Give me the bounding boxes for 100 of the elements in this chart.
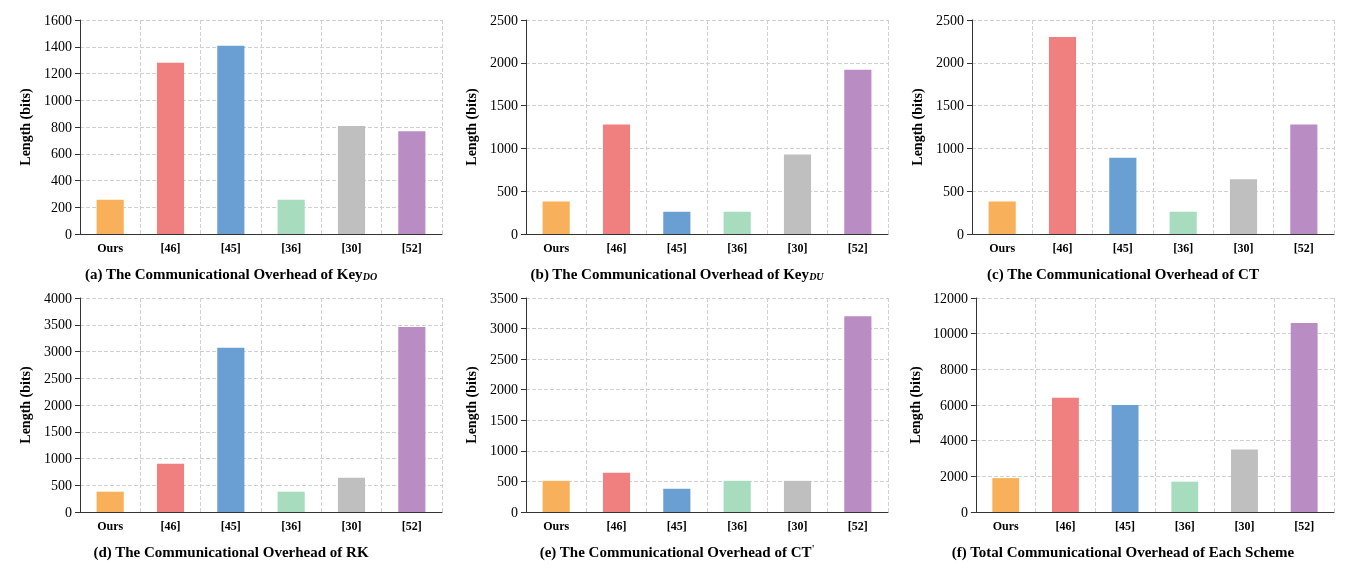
bar: [663, 488, 691, 512]
y-tick-label: 2500: [44, 370, 72, 386]
bar: [992, 478, 1020, 512]
x-tick-label: [45]: [1115, 519, 1136, 533]
bar: [1048, 37, 1077, 234]
y-tick-label: 0: [960, 504, 968, 520]
bar: [96, 199, 124, 234]
x-tick-label: [45]: [220, 241, 241, 255]
x-tick-label: [30]: [787, 241, 808, 255]
y-tick-label: 2000: [490, 382, 518, 398]
x-tick-label: [45]: [666, 241, 687, 255]
bar: [723, 211, 751, 234]
x-tick-label: [45]: [666, 519, 687, 533]
bar: [602, 472, 631, 512]
x-tick-label: Ours: [989, 241, 1016, 255]
x-tick-label: [30]: [341, 241, 362, 255]
x-tick-label: Ours: [543, 519, 570, 533]
text: (f) Total Communicational Overhead of Each Scheme: [951, 543, 1295, 561]
y-tick-label: 1600: [44, 12, 72, 28]
y-tick-label: 500: [943, 183, 964, 199]
bar: [217, 347, 245, 512]
y-tick-label: 10000: [932, 326, 968, 342]
x-tick-label: Ours: [97, 519, 124, 533]
bar: [337, 477, 366, 512]
y-tick-label: 1000: [490, 443, 518, 459]
bar: [783, 154, 812, 234]
x-tick-label: [52]: [847, 241, 868, 255]
y-tick-label: 500: [497, 183, 518, 199]
bar: [96, 491, 124, 512]
x-tick-label: Ours: [97, 241, 124, 255]
x-tick-label: [30]: [341, 519, 362, 533]
y-tick-label: 500: [497, 473, 518, 489]
x-tick-label: [45]: [220, 519, 241, 533]
y-tick-label: 1200: [44, 66, 72, 81]
x-tick-label: [46]: [1055, 519, 1076, 533]
text: (d) The Communicational Overhead of RK: [93, 543, 369, 561]
y-tick-label: 1500: [490, 98, 518, 114]
bar: [1109, 157, 1137, 234]
y-axis-title: Length (bits): [463, 365, 480, 444]
bar: [217, 45, 245, 234]
x-tick-label: [46]: [160, 519, 181, 533]
y-tick-label: 2500: [936, 12, 964, 28]
y-tick-label: 1500: [936, 98, 964, 114]
x-tick-label: [36]: [727, 519, 748, 533]
y-tick-label: 3500: [44, 317, 72, 333]
y-tick-label: 3000: [44, 344, 72, 359]
x-tick-label: Ours: [543, 241, 570, 255]
bar: [542, 201, 570, 234]
bar: [156, 62, 185, 234]
y-tick-label: 1500: [44, 424, 72, 440]
y-tick-label: 800: [51, 119, 72, 135]
y-tick-label: 400: [51, 173, 72, 188]
bar: [277, 199, 305, 234]
y-tick-label: 3000: [490, 321, 518, 337]
y-tick-label: 8000: [939, 361, 968, 377]
x-tick-label: [36]: [1173, 241, 1194, 255]
y-tick-label: 2000: [44, 397, 72, 413]
bar: [1231, 449, 1258, 512]
bar: [337, 125, 366, 234]
y-tick-label: 0: [65, 504, 72, 520]
y-tick-label: 1400: [44, 39, 72, 55]
y-tick-label: 200: [51, 199, 72, 215]
bar: [988, 201, 1016, 234]
x-tick-label: [46]: [606, 241, 627, 255]
x-tick-label: [52]: [401, 519, 422, 533]
y-tick-label: 2000: [936, 55, 964, 71]
bar: [723, 480, 751, 512]
text: (e) The Communicational Overhead of CT': [539, 543, 815, 561]
bar: [1290, 124, 1318, 234]
bar: [277, 491, 305, 512]
bar: [398, 131, 426, 234]
y-axis-title: Length (bits): [909, 87, 926, 166]
y-tick-label: 1000: [490, 140, 518, 156]
bar: [1052, 397, 1079, 512]
bar: [1290, 322, 1318, 512]
y-tick-label: 1000: [936, 140, 964, 156]
y-tick-label: 2500: [490, 351, 518, 367]
y-tick-label: 4000: [44, 290, 72, 306]
bar: [844, 316, 872, 512]
y-tick-label: 0: [65, 226, 72, 242]
y-axis-title: Length (bits): [463, 87, 480, 166]
bar: [1229, 179, 1258, 234]
bar: [602, 124, 631, 234]
x-tick-label: Ours: [992, 519, 1020, 533]
y-axis-title: Length (bits): [907, 365, 924, 444]
y-tick-label: 1500: [490, 412, 518, 428]
bar: [1169, 211, 1197, 234]
y-axis-title: Length (bits): [17, 365, 34, 444]
bar: [542, 480, 570, 512]
x-tick-label: [45]: [1112, 241, 1133, 255]
x-tick-label: [36]: [727, 241, 748, 255]
bar: [1171, 481, 1199, 512]
bar: [783, 480, 812, 512]
text: (c) The Communicational Overhead of CT: [987, 265, 1259, 283]
x-tick-label: [52]: [401, 241, 422, 255]
y-tick-label: 2000: [490, 55, 518, 71]
y-axis-title: Length (bits): [17, 87, 34, 166]
x-tick-label: [30]: [1234, 519, 1255, 533]
bar: [663, 211, 691, 234]
x-tick-label: [36]: [1174, 519, 1195, 533]
